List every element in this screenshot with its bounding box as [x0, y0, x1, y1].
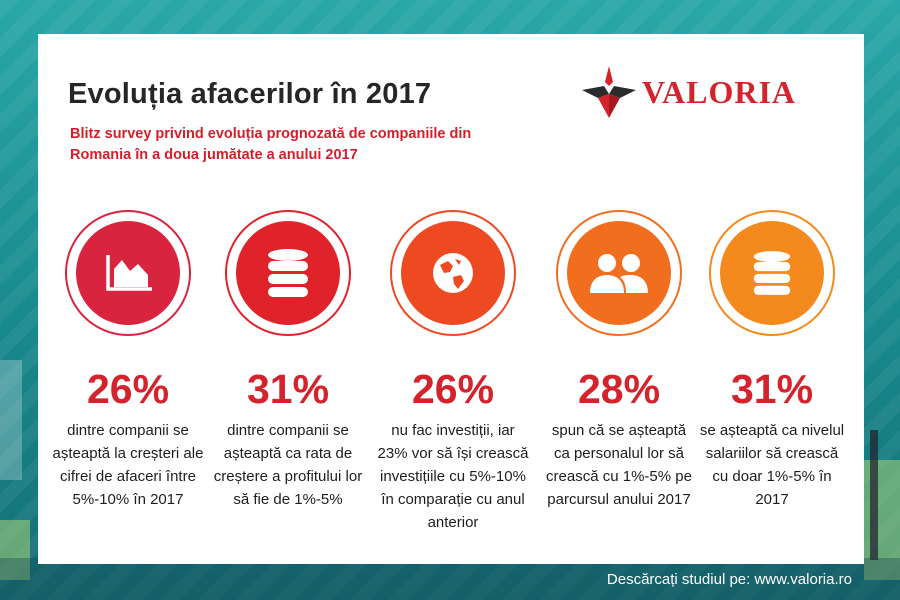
users-icon — [590, 254, 648, 293]
stat-percentage: 28% — [577, 366, 661, 412]
stat-description: dintre companii se așteaptă la creșteri … — [52, 422, 204, 508]
page-subtitle: Blitz survey privind evoluția prognozată… — [70, 126, 472, 163]
stat-percentage: 31% — [246, 366, 330, 412]
stat-description: spun că se așteaptă ca personalul lor să… — [546, 422, 692, 508]
stat-description: nu fac investiții, iar 23% vor să își cr… — [377, 422, 529, 531]
footer-strip — [0, 558, 900, 600]
download-study-link[interactable]: Descărcați studiul pe: www.valoria.ro — [606, 571, 852, 588]
page-title: Evoluția afacerilor în 2017 — [68, 78, 432, 110]
stat-salaries: 31% se așteaptă ca nivelul salariilor să… — [690, 210, 854, 511]
valoria-logo-mark-icon — [582, 66, 636, 118]
stat-ring — [390, 210, 516, 336]
infographic-card: Evoluția afacerilor în 2017 Blitz survey… — [38, 34, 864, 564]
stat-disc — [236, 221, 340, 325]
stat-disc — [720, 221, 824, 325]
stat-ring — [225, 210, 351, 336]
stat-ring — [556, 210, 682, 336]
stat-ring — [65, 210, 191, 336]
stat-profit: 31% dintre companii se așteaptă ca rata … — [206, 210, 370, 511]
stat-ring — [709, 210, 835, 336]
area-chart-icon — [106, 255, 152, 291]
stat-description: dintre companii se așteaptă ca rata de c… — [213, 422, 363, 508]
valoria-logo: VALORIA — [580, 64, 830, 120]
stat-personnel: 28% spun că se așteaptă ca personalul lo… — [537, 210, 701, 511]
stat-turnover: 26% dintre companii se așteaptă la creșt… — [46, 210, 210, 511]
stat-percentage: 26% — [86, 366, 170, 412]
background-bars — [0, 360, 900, 580]
stat-investments: 26% nu fac investiții, iar 23% vor să îș… — [371, 210, 535, 534]
stat-disc — [401, 221, 505, 325]
stat-percentage: 26% — [411, 366, 495, 412]
stat-disc — [76, 221, 180, 325]
stat-disc — [567, 221, 671, 325]
database-icon — [753, 251, 791, 295]
stat-description: se așteaptă ca nivelul salariilor să cre… — [699, 422, 845, 508]
database-icon — [268, 249, 308, 297]
globe-icon — [433, 253, 473, 293]
logo-wordmark: VALORIA — [642, 74, 796, 110]
stat-percentage: 31% — [730, 366, 814, 412]
